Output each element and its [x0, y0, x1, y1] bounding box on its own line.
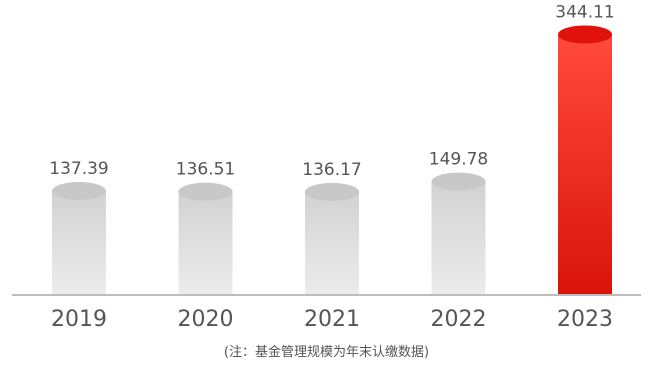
bar-cap-2019: [52, 181, 106, 200]
bar-2019: [52, 190, 106, 295]
labels-group: 137.39 2019 136.51 2020 136.17 2021 149.78 2022…: [49, 2, 614, 332]
bar-2021: [305, 191, 359, 295]
x-tick-label-2020: 2020: [178, 307, 234, 332]
bar-2023: [558, 34, 612, 296]
bar-cap-2021: [305, 182, 359, 201]
data-label-2020: 136.51: [176, 160, 235, 180]
x-tick-label-2019: 2019: [51, 307, 107, 332]
bar-cap-2022: [431, 172, 486, 191]
bar-cap-2020: [178, 182, 233, 201]
bar-cap-2023: [558, 25, 612, 44]
bar-2022: [431, 181, 486, 295]
bar-2020: [178, 191, 233, 295]
bars-group: [52, 25, 612, 296]
x-tick-label-2023: 2023: [557, 307, 613, 332]
x-tick-label-2021: 2021: [304, 307, 360, 332]
data-label-2022: 149.78: [429, 150, 488, 170]
data-label-2023: 344.11: [555, 2, 614, 22]
footnote: (注：基金管理规模为年末认缴数据): [223, 345, 430, 360]
x-tick-label-2022: 2022: [431, 307, 487, 332]
data-label-2019: 137.39: [49, 159, 108, 179]
data-label-2021: 136.17: [302, 160, 361, 180]
